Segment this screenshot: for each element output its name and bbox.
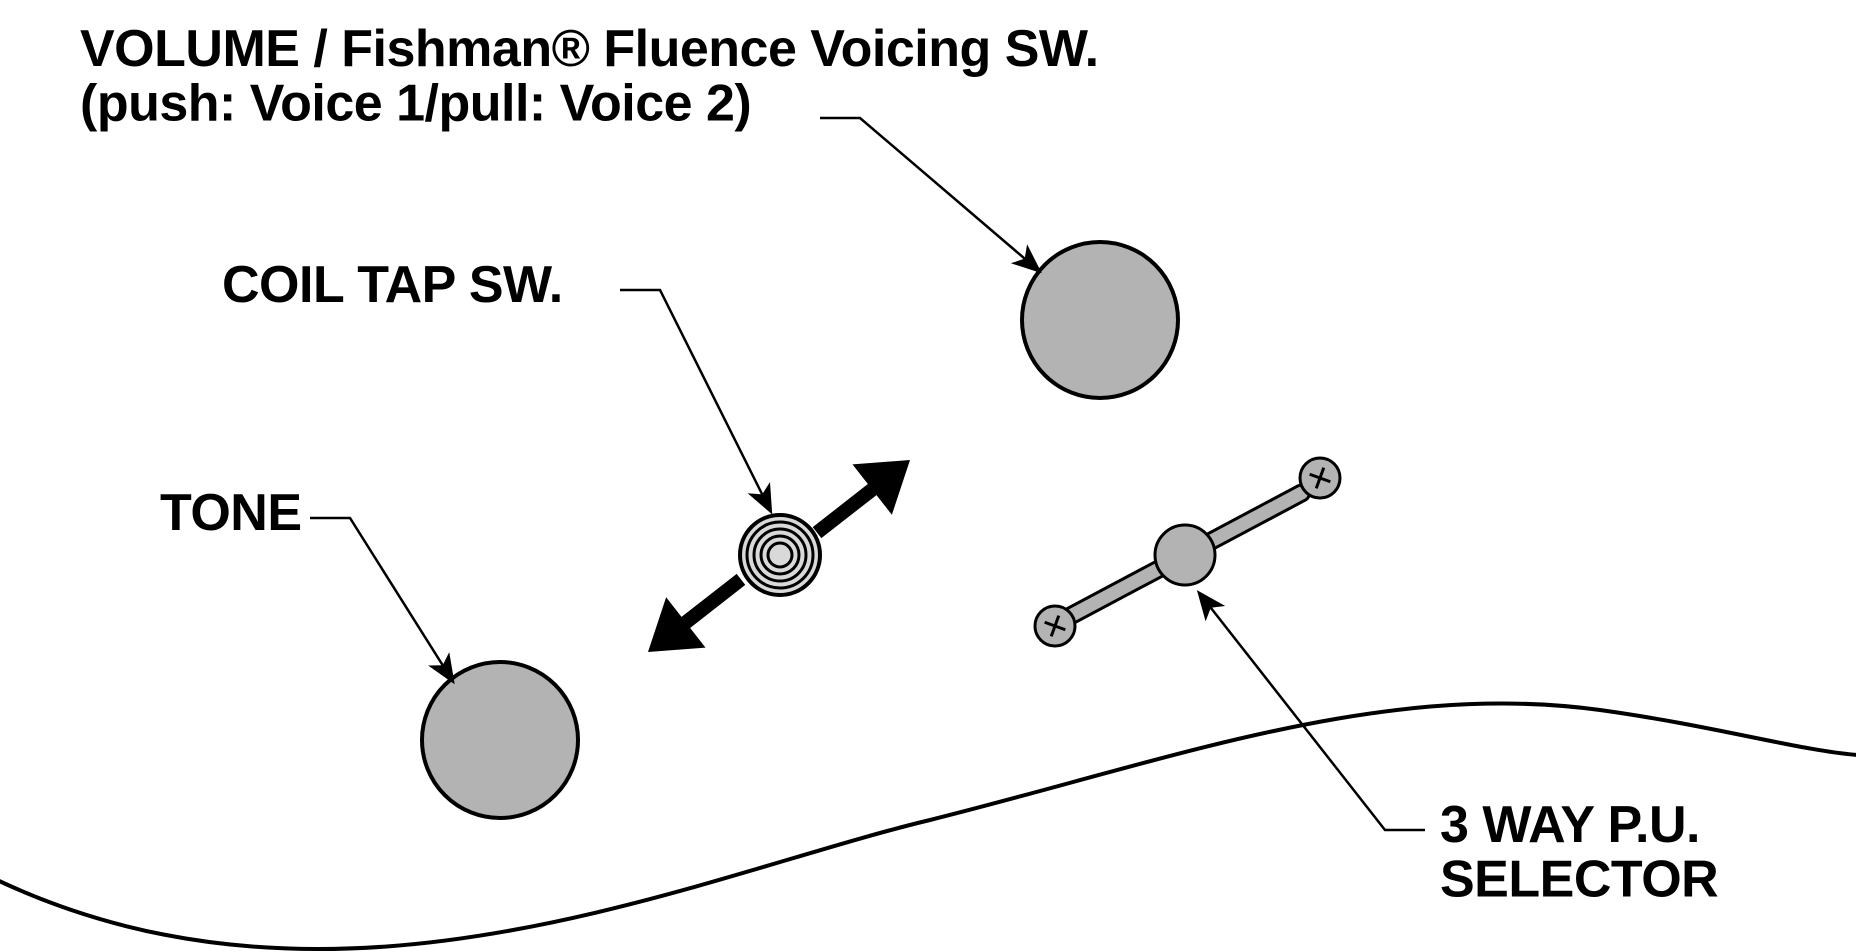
volume-knob bbox=[1022, 242, 1178, 398]
label-volume-line1: VOLUME / Fishman® Fluence Voicing SW. bbox=[80, 20, 1099, 78]
label-volume-line2: (push: Voice 1/pull: Voice 2) bbox=[80, 75, 751, 133]
tone-knob bbox=[422, 662, 578, 818]
label-coil-tap: COIL TAP SW. bbox=[222, 256, 563, 314]
pickup-selector bbox=[1035, 458, 1340, 646]
label-tone: TONE bbox=[160, 484, 302, 542]
label-selector-line2: SELECTOR bbox=[1440, 851, 1718, 909]
coil-tap-switch bbox=[740, 515, 820, 595]
label-selector-line1: 3 WAY P.U. bbox=[1440, 796, 1700, 854]
